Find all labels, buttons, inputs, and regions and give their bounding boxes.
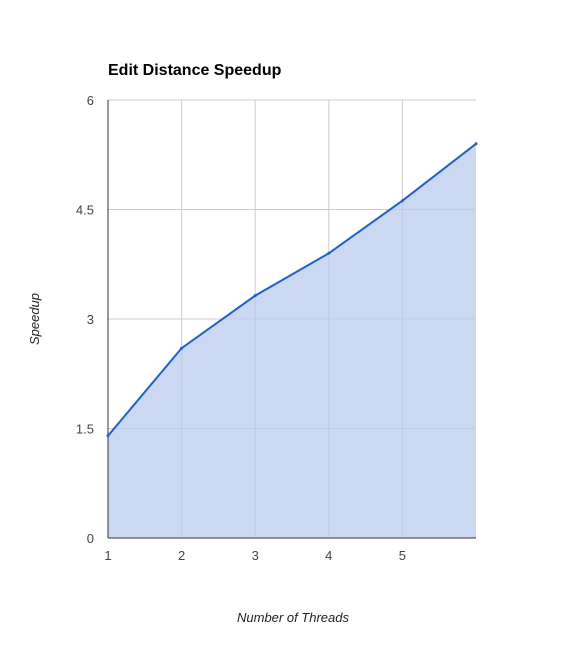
y-tick-label: 6 [87,93,94,108]
x-tick-label: 1 [104,548,111,563]
y-tick-label: 3 [87,312,94,327]
data-point [180,346,184,350]
data-point [400,199,404,203]
data-point [327,251,331,255]
x-axis-title: Number of Threads [237,610,349,625]
x-tick-label: 4 [325,548,332,563]
x-tick-label: 5 [399,548,406,563]
y-tick-label: 4.5 [76,203,94,218]
series-line [107,143,477,437]
data-points [106,142,478,438]
data-point [106,434,110,438]
y-tick-label: 0 [87,531,94,546]
data-point [253,294,257,298]
chart-title: Edit Distance Speedup [108,62,282,79]
data-point [474,142,478,146]
series-area [108,143,476,539]
y-axis-title: Speedup [27,293,42,345]
x-tick-labels: 1 2 3 4 5 [104,548,406,563]
y-tick-labels: 0 1.5 3 4.5 6 [76,93,94,546]
x-tick-label: 3 [252,548,259,563]
axes [107,100,476,539]
x-tick-label: 2 [178,548,185,563]
y-tick-label: 1.5 [76,422,94,437]
